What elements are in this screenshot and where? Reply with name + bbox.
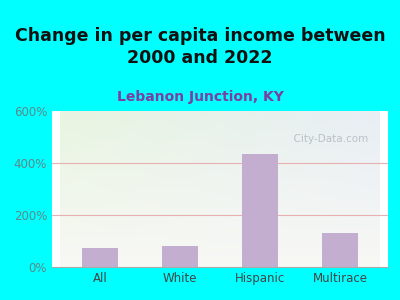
Bar	[322, 233, 358, 267]
Text: Change in per capita income between
2000 and 2022: Change in per capita income between 2000…	[15, 27, 385, 67]
Bar	[82, 248, 118, 267]
Text: Lebanon Junction, KY: Lebanon Junction, KY	[116, 90, 284, 104]
Bar	[162, 246, 198, 267]
Text: City-Data.com: City-Data.com	[287, 134, 368, 144]
Bar	[242, 154, 278, 267]
